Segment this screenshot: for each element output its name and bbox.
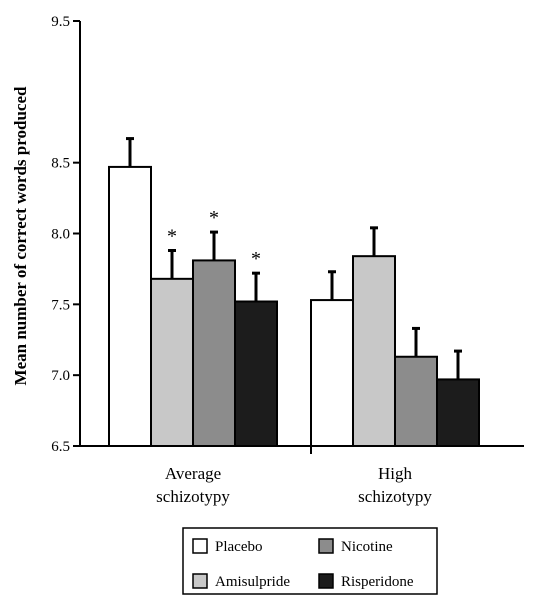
- legend-label: Risperidone: [341, 574, 414, 590]
- legend-label: Amisulpride: [215, 574, 290, 590]
- bar-nicotine: [394, 355, 438, 447]
- significance-marker: *: [167, 226, 177, 248]
- bar-nicotine: [192, 259, 236, 447]
- y-tick-label: 7.0: [51, 368, 70, 384]
- significance-marker: *: [251, 248, 261, 270]
- significance-marker: *: [209, 207, 219, 229]
- bar-amisulpride: [150, 277, 194, 448]
- bar-placebo: [108, 165, 152, 448]
- x-category-label: schizotypy: [358, 487, 432, 506]
- legend: Placebo Nicotine Amisulpride Risperidone: [182, 527, 438, 595]
- legend-swatch-nicotine: [318, 538, 334, 554]
- y-tick-label: 7.5: [51, 297, 70, 313]
- bar-risperidone: [436, 378, 480, 447]
- y-tick-label: 8.0: [51, 227, 70, 243]
- legend-label: Nicotine: [341, 539, 393, 555]
- x-category-label: Average: [165, 464, 221, 483]
- legend-frame: [182, 527, 438, 595]
- legend-swatch-risperidone: [318, 573, 334, 589]
- bar-risperidone: [234, 300, 278, 447]
- legend-label: Placebo: [215, 539, 262, 555]
- x-category-label: schizotypy: [156, 487, 230, 506]
- plot-area: 6.5 7.0 7.5 8.0 8.5 9.5 * * * Average schizotypy Hi…: [51, 14, 524, 506]
- y-axis-title: Mean number of correct words produced: [11, 86, 30, 385]
- y-tick-label: 8.5: [51, 156, 70, 172]
- x-category-label: High: [378, 464, 413, 483]
- legend-swatch-placebo: [192, 538, 208, 554]
- bar-placebo: [310, 299, 354, 448]
- y-tick-label: 9.5: [51, 14, 70, 30]
- bar-amisulpride: [352, 255, 396, 447]
- y-tick-label: 6.5: [51, 439, 70, 455]
- legend-swatch-amisulpride: [192, 573, 208, 589]
